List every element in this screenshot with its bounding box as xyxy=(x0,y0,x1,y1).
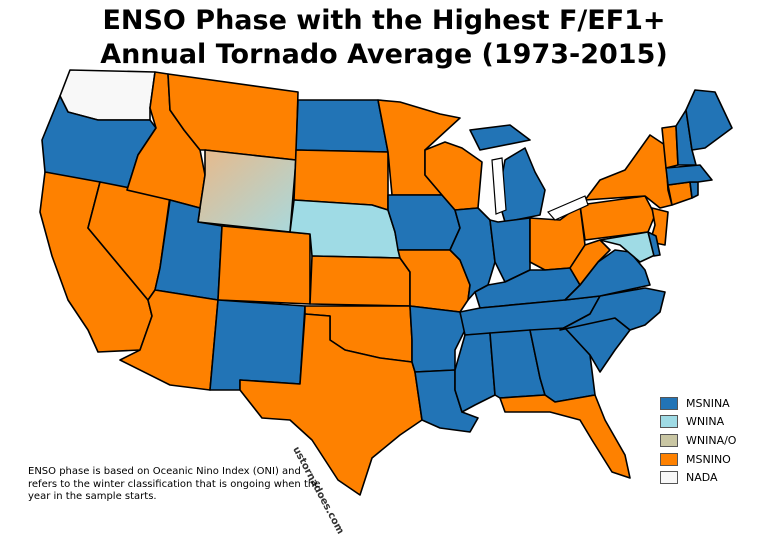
legend-label: WNINA/O xyxy=(686,433,737,447)
state-CO xyxy=(217,225,311,305)
legend-swatch xyxy=(660,452,678,466)
state-KS xyxy=(309,255,411,307)
legend-item-wnina: WNINA xyxy=(660,413,760,432)
map-title: ENSO Phase with the Highest F/EF1+ Annua… xyxy=(0,4,768,72)
legend: MSNINA WNINA WNINA/O MSNINO NADA xyxy=(660,394,760,487)
state-MS xyxy=(454,332,496,413)
state-WA xyxy=(59,69,156,121)
state-WY xyxy=(197,149,297,233)
methodology-note: ENSO phase is based on Oceanic Nino Inde… xyxy=(28,466,321,502)
state-ME xyxy=(685,89,733,151)
legend-item-msnina: MSNINA xyxy=(660,394,760,413)
state-TX xyxy=(239,313,423,496)
state-NM xyxy=(209,299,306,391)
state-NY xyxy=(584,134,673,209)
legend-swatch xyxy=(660,471,678,485)
state-ND xyxy=(295,99,389,153)
state-WV xyxy=(569,239,611,286)
title-line-1: ENSO Phase with the Highest F/EF1+ xyxy=(102,5,666,36)
state-MA xyxy=(665,164,713,186)
legend-item-msnino: MSNINO xyxy=(660,450,760,469)
state-MD xyxy=(599,231,656,263)
lake-michigan xyxy=(491,157,507,215)
legend-swatch xyxy=(660,415,678,429)
legend-label: MSNINO xyxy=(686,452,731,466)
legend-label: MSNINA xyxy=(686,396,730,410)
state-CT xyxy=(667,181,693,206)
legend-label: NADA xyxy=(686,471,718,485)
lake-erie xyxy=(547,195,589,221)
title-line-2: Annual Tornado Average (1973-2015) xyxy=(100,39,668,70)
state-DE xyxy=(647,231,661,257)
state-FL xyxy=(499,394,631,479)
state-IL xyxy=(449,207,496,301)
legend-item-wnina-o: WNINA/O xyxy=(660,431,760,450)
state-RI xyxy=(689,181,699,199)
state-NC xyxy=(559,287,666,331)
legend-item-nada: NADA xyxy=(660,468,760,487)
legend-swatch xyxy=(660,433,678,447)
state-NH xyxy=(675,109,697,166)
legend-label: WNINA xyxy=(686,415,725,429)
us-states-map xyxy=(39,69,733,496)
legend-swatch xyxy=(660,396,678,410)
